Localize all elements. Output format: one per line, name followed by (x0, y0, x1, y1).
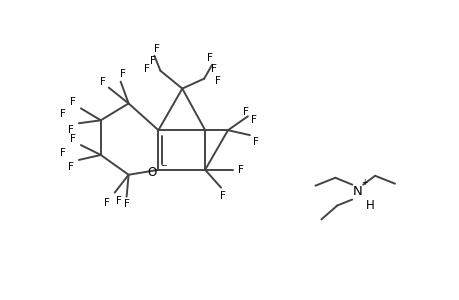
Text: H: H (365, 199, 374, 212)
Text: F: F (219, 190, 225, 201)
Text: F: F (242, 107, 248, 117)
Text: N: N (352, 185, 361, 198)
Text: F: F (207, 53, 213, 63)
Text: F: F (252, 137, 258, 147)
Text: O: O (147, 166, 156, 179)
Text: F: F (68, 162, 74, 172)
Text: F: F (153, 44, 159, 54)
Text: F: F (211, 64, 217, 74)
Text: F: F (143, 64, 149, 74)
Text: F: F (60, 148, 66, 158)
Text: F: F (116, 196, 121, 206)
Text: F: F (104, 197, 109, 208)
Text: F: F (119, 69, 125, 79)
Text: F: F (70, 134, 76, 144)
Text: F: F (100, 76, 106, 87)
Text: F: F (123, 200, 129, 209)
Text: −: − (160, 161, 166, 170)
Text: F: F (237, 165, 243, 175)
Text: F: F (60, 109, 66, 119)
Text: F: F (149, 56, 155, 66)
Text: F: F (250, 115, 256, 125)
Text: F: F (215, 76, 220, 85)
Text: +: + (360, 178, 367, 187)
Text: F: F (70, 98, 76, 107)
Text: F: F (68, 125, 74, 135)
